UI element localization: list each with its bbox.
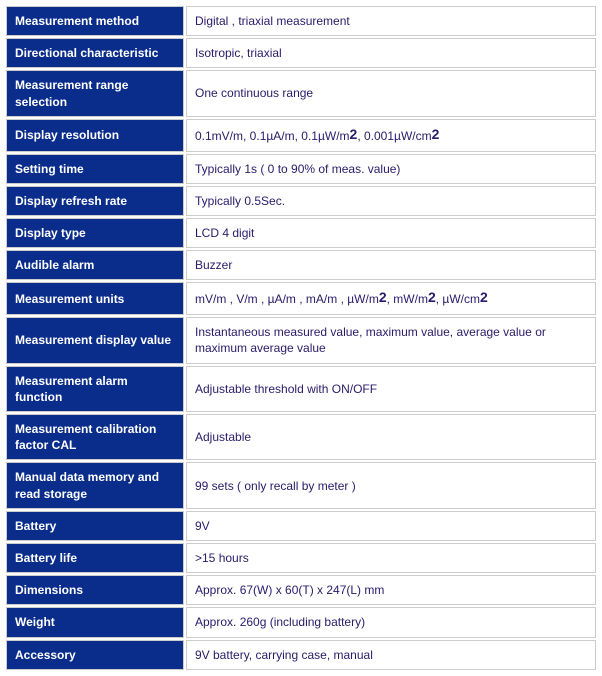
spec-table: Measurement methodDigital , triaxial mea… [4, 4, 598, 672]
spec-label: Display resolution [6, 119, 184, 152]
spec-label: Directional characteristic [6, 38, 184, 68]
spec-value: Buzzer [186, 250, 596, 280]
spec-value: Adjustable threshold with ON/OFF [186, 366, 596, 412]
spec-label: Measurement alarm function [6, 366, 184, 412]
spec-value: 9V battery, carrying case, manual [186, 640, 596, 670]
spec-value: LCD 4 digit [186, 218, 596, 248]
spec-label: Audible alarm [6, 250, 184, 280]
spec-label: Dimensions [6, 575, 184, 605]
spec-value: Isotropic, triaxial [186, 38, 596, 68]
table-row: Measurement alarm functionAdjustable thr… [6, 366, 596, 412]
table-row: Manual data memory and read storage99 se… [6, 462, 596, 508]
spec-value: 9V [186, 511, 596, 541]
spec-value: 0.1mV/m, 0.1µA/m, 0.1µW/m2, 0.001µW/cm2 [186, 119, 596, 152]
table-row: Display refresh rateTypically 0.5Sec. [6, 186, 596, 216]
table-row: Measurement unitsmV/m , V/m , µA/m , mA/… [6, 282, 596, 315]
table-row: WeightApprox. 260g (including battery) [6, 607, 596, 637]
spec-label: Measurement units [6, 282, 184, 315]
table-row: Measurement range selectionOne continuou… [6, 70, 596, 116]
table-row: Display typeLCD 4 digit [6, 218, 596, 248]
spec-value: One continuous range [186, 70, 596, 116]
spec-table-body: Measurement methodDigital , triaxial mea… [6, 6, 596, 670]
spec-label: Display refresh rate [6, 186, 184, 216]
spec-value: Instantaneous measured value, maximum va… [186, 317, 596, 363]
spec-value: Digital , triaxial measurement [186, 6, 596, 36]
table-row: Measurement display valueInstantaneous m… [6, 317, 596, 363]
table-row: Directional characteristicIsotropic, tri… [6, 38, 596, 68]
spec-label: Accessory [6, 640, 184, 670]
spec-label: Measurement display value [6, 317, 184, 363]
table-row: Accessory9V battery, carrying case, manu… [6, 640, 596, 670]
table-row: Battery9V [6, 511, 596, 541]
spec-label: Measurement method [6, 6, 184, 36]
table-row: Display resolution0.1mV/m, 0.1µA/m, 0.1µ… [6, 119, 596, 152]
spec-value: Adjustable [186, 414, 596, 460]
table-row: Measurement methodDigital , triaxial mea… [6, 6, 596, 36]
spec-value: Typically 1s ( 0 to 90% of meas. value) [186, 154, 596, 184]
spec-value: mV/m , V/m , µA/m , mA/m , µW/m2, mW/m2,… [186, 282, 596, 315]
table-row: Battery life>15 hours [6, 543, 596, 573]
spec-value: >15 hours [186, 543, 596, 573]
table-row: Measurement calibration factor CALAdjust… [6, 414, 596, 460]
spec-label: Measurement calibration factor CAL [6, 414, 184, 460]
spec-label: Display type [6, 218, 184, 248]
spec-label: Measurement range selection [6, 70, 184, 116]
table-row: Audible alarmBuzzer [6, 250, 596, 280]
spec-value: Approx. 67(W) x 60(T) x 247(L) mm [186, 575, 596, 605]
spec-value: Typically 0.5Sec. [186, 186, 596, 216]
table-row: DimensionsApprox. 67(W) x 60(T) x 247(L)… [6, 575, 596, 605]
spec-label: Battery life [6, 543, 184, 573]
spec-value: Approx. 260g (including battery) [186, 607, 596, 637]
spec-label: Weight [6, 607, 184, 637]
spec-label: Battery [6, 511, 184, 541]
table-row: Setting timeTypically 1s ( 0 to 90% of m… [6, 154, 596, 184]
spec-label: Setting time [6, 154, 184, 184]
spec-value: 99 sets ( only recall by meter ) [186, 462, 596, 508]
spec-label: Manual data memory and read storage [6, 462, 184, 508]
